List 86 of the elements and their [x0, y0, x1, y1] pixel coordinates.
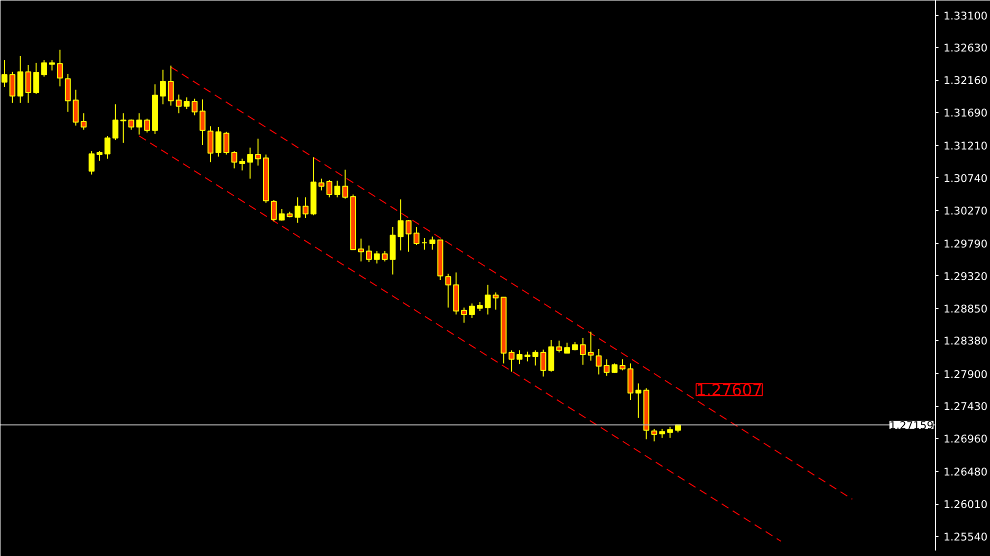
y-tick-label: 1.31690 [944, 106, 988, 120]
candlestick [239, 158, 246, 171]
candlestick [192, 98, 198, 116]
y-tick-label: 1.32160 [944, 74, 988, 88]
candlestick [342, 169, 348, 200]
candlestick [168, 65, 174, 106]
candlestick [72, 89, 79, 126]
ref-line-label: 1.27159 [889, 418, 934, 432]
candlestick [358, 238, 364, 262]
candlestick [398, 198, 404, 251]
y-tick-label: 1.31210 [944, 140, 988, 153]
y-tick-label: 1.29320 [944, 270, 988, 283]
candlestick [96, 150, 103, 162]
candlestick [41, 60, 48, 78]
candlestick [200, 98, 206, 146]
candlestick [414, 226, 420, 246]
candlestick [160, 69, 166, 105]
candlestick [382, 250, 388, 262]
candlestick [64, 73, 71, 112]
candlestick [484, 284, 491, 315]
candlestick [223, 131, 230, 156]
candlestick [318, 178, 324, 191]
annotation: 1.27607 [696, 380, 762, 400]
candlestick [564, 342, 570, 354]
candlestick [532, 350, 538, 366]
candlestick [406, 220, 412, 252]
candlestick [588, 331, 594, 362]
candlestick [88, 150, 95, 176]
candlestick [366, 245, 372, 263]
candlestick [176, 94, 182, 114]
candlestick [421, 237, 428, 250]
candlestick [596, 348, 602, 375]
candlestick [556, 340, 562, 353]
y-tick-label: 1.30270 [944, 204, 988, 218]
candlestick [49, 60, 55, 71]
candlestick [461, 307, 467, 324]
y-tick-label: 1.25540 [944, 530, 988, 544]
candlestick [548, 339, 554, 372]
candlestick [247, 147, 254, 180]
candlestick [104, 135, 110, 160]
candlestick [429, 236, 436, 250]
candlestick [508, 350, 515, 372]
candlestick [302, 196, 309, 218]
candlestick [469, 302, 475, 318]
y-tick-label: 1.29790 [944, 237, 988, 250]
candlestick [215, 126, 222, 158]
candlestick [33, 62, 40, 94]
candlestick [120, 112, 126, 144]
candlestick [255, 138, 261, 166]
y-tick-label: 1.28380 [944, 334, 988, 348]
y-tick-label: 1.26960 [944, 432, 988, 446]
candlestick [144, 118, 150, 134]
y-tick-label: 1.28850 [944, 302, 988, 316]
candlestick [445, 273, 452, 308]
candlestick [516, 350, 522, 365]
candlestick [326, 180, 332, 198]
candlestick [2, 60, 8, 88]
candlestick [9, 71, 16, 104]
candlestick [604, 358, 610, 376]
candlestick [294, 196, 301, 224]
y-tick-label: 1.26480 [944, 466, 988, 479]
candlestick [25, 64, 32, 104]
candlestick [136, 112, 142, 136]
candlestick [184, 96, 190, 110]
candlestick [56, 49, 63, 87]
y-tick-label: 1.30740 [944, 172, 988, 185]
candlestick [270, 200, 277, 222]
candlestick [580, 337, 586, 366]
y-tick-label: 1.27900 [944, 368, 988, 381]
candlestick [231, 150, 238, 169]
candlestick [667, 426, 674, 438]
y-tick-label: 1.32630 [944, 42, 988, 55]
y-tick-label: 1.33100 [944, 9, 988, 22]
candlestick [208, 126, 214, 163]
candlestick [524, 351, 530, 362]
candlestick [540, 349, 546, 378]
candlestick [492, 292, 499, 310]
candlestick [80, 112, 87, 130]
y-tick-label: 1.27430 [944, 400, 988, 414]
candlestick [334, 180, 340, 198]
y-tick-label: 1.26010 [944, 498, 988, 512]
candlestick [635, 382, 642, 418]
candlestick [112, 104, 118, 141]
candlestick [374, 250, 380, 264]
candlestick [651, 428, 658, 442]
candlestick [620, 358, 626, 371]
